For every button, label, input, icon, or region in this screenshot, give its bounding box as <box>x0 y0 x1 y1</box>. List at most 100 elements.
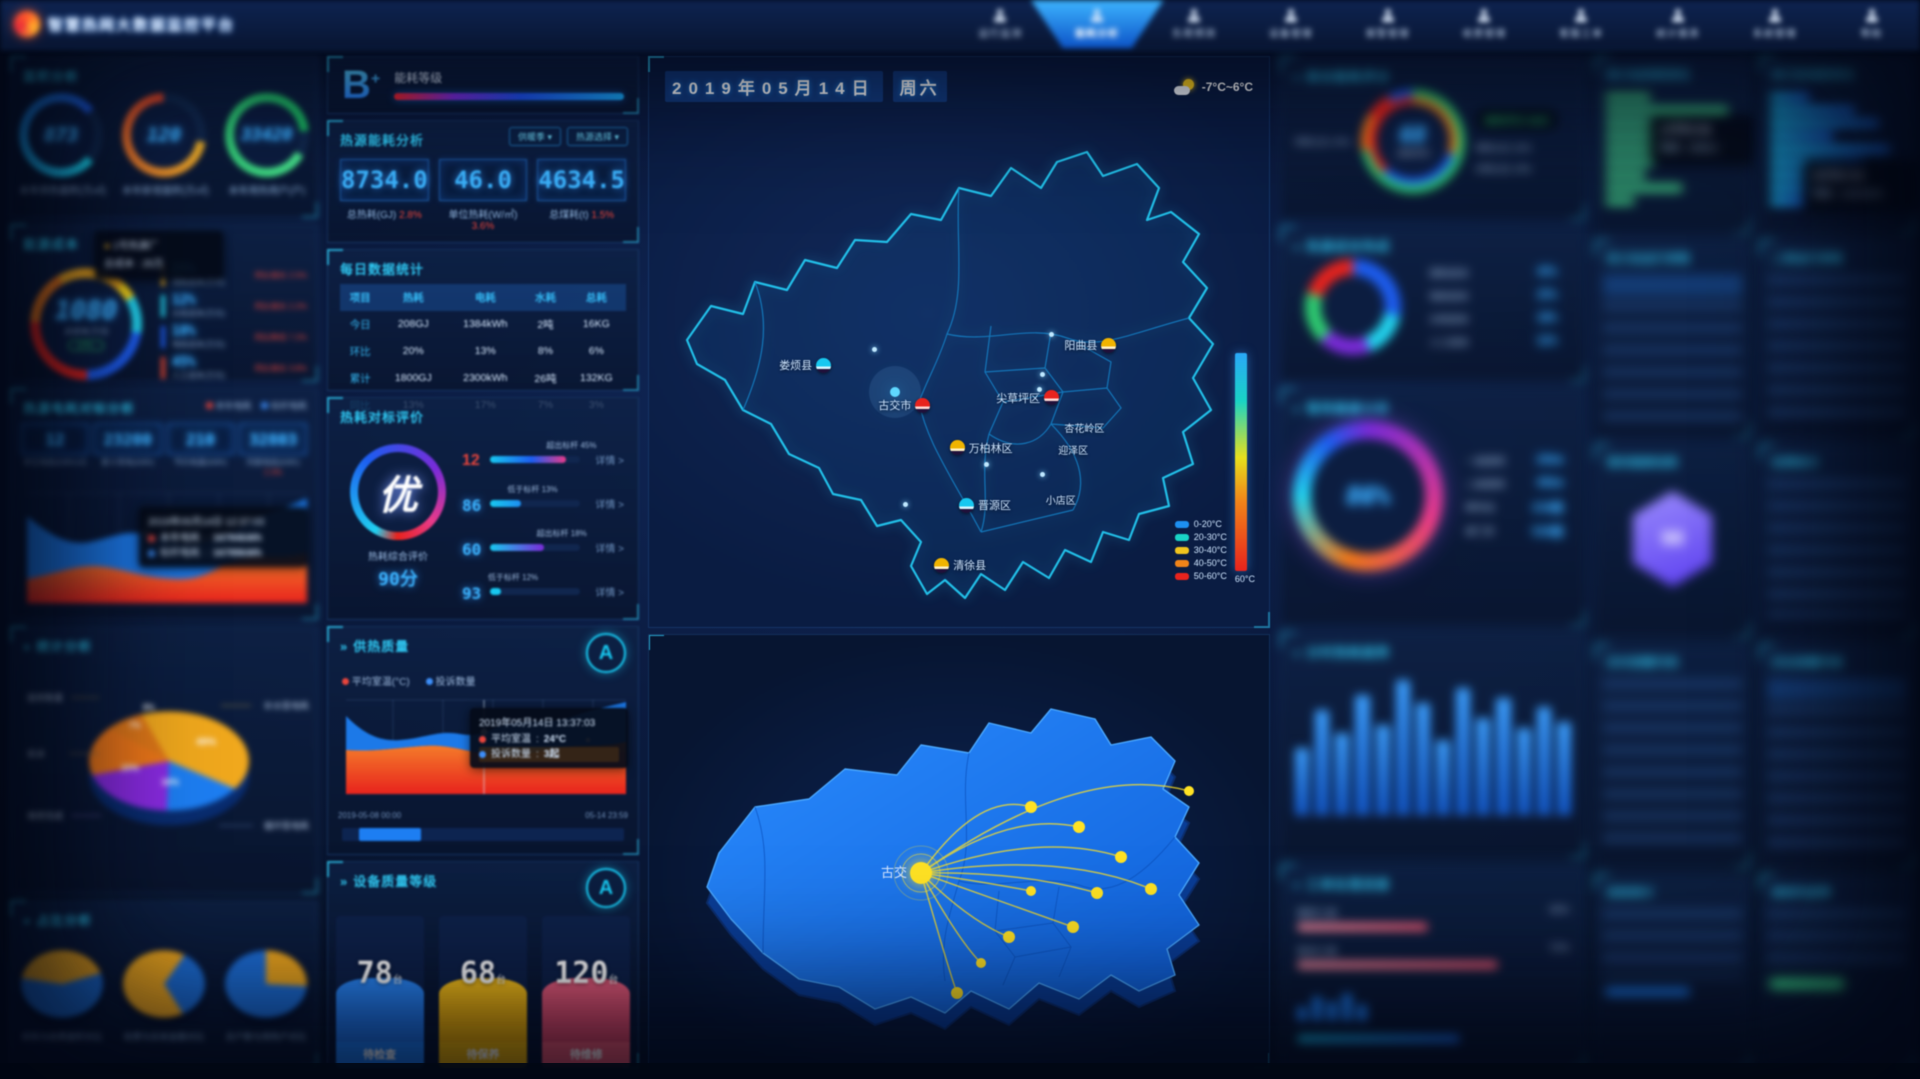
health-ring: 86% <box>1293 421 1443 571</box>
person-icon <box>1865 8 1879 22</box>
top-nav: 智慧热网大数据监控平台 运行监测 能耗分析 负荷预测 设备管理 报警管理 收费管… <box>0 0 1920 49</box>
district-xinghualing[interactable]: 杏花岭区 <box>1064 423 1105 435</box>
legend-item: 30-40°C <box>1174 545 1227 555</box>
cost-item: 18% 电耗成本(万元) 同比降低 7.2% <box>161 324 307 350</box>
ring-gauge-supply-area: 873 <box>19 93 104 177</box>
person-icon <box>1768 8 1782 22</box>
district-jinyuan[interactable]: 晋源区 <box>959 497 1011 513</box>
legend-item: 20-30°C <box>1174 532 1227 542</box>
panel-station-params: 热力站运行参数 <box>1594 240 1751 438</box>
district-qingxu[interactable]: 清徐县 <box>934 557 986 573</box>
stat-unit-heat: 46.0 单位热耗(W/㎡) 3.6% <box>438 158 528 232</box>
weekday-display: 周六 <box>892 71 947 102</box>
panel-energy-cost: 能源成本 ● 1号热源厂 总成本 : 25万 1080 总成本(万元) 12%↓ <box>10 224 318 382</box>
nav-item-energy-active[interactable]: 能耗分析 <box>1049 0 1146 48</box>
panel-daily-stats: 每日数据统计 项目 热耗 电耗 水耗 总耗 今日 208GJ 1384kWh 2吨 16KG… <box>327 248 639 412</box>
district-yangqu[interactable]: 阳曲县 <box>1064 337 1117 353</box>
cost-badge: 12%↓ <box>67 340 104 351</box>
panel-ratio-pies: » 占比分析 供热与收费面积对比 收费与实收金额对比 总户数与用热户对比 <box>10 900 318 1069</box>
nav-item-report[interactable]: 统计报表 <box>1630 0 1727 48</box>
panel-energy-grade: B+ 能耗等级 <box>327 56 639 114</box>
panel-health-index: 管网健康指数 98 <box>1594 444 1751 638</box>
ring-gauge-users: 33420 <box>224 93 309 177</box>
daily-table: 项目 热耗 电耗 水耗 总耗 今日 208GJ 1384kWh 2吨 16KG 环比 20% 1… <box>340 283 626 419</box>
eval-row: 60 超出标杆 18% 详情 > <box>462 528 624 559</box>
score-pill: 能耗评分 68分 <box>1475 107 1559 131</box>
cost-item: 45% 人工成本(万元) 同比增长 3.8% <box>161 355 307 381</box>
gauge-icon-red <box>915 397 931 413</box>
rank-tooltip: 14号热力站 热耗 : 208GJ <box>1651 115 1753 163</box>
left-column: 面积分析 873 本年供热面积(万㎡) 120 本年新增面积(万㎡) 33420… <box>10 56 318 1069</box>
panel-hourly-trend: » 分时热耗趋势 <box>1280 632 1586 858</box>
panel-repair-rate: 维修完成率 <box>1759 874 1915 1069</box>
district-map: 娄烦县 古交市 阳曲县 尖草坪区 万柏林区 杏花岭区 迎泽区 晋源区 小店区 清… <box>649 102 1269 602</box>
source-filter-button[interactable]: 热源选择 ▾ <box>566 127 628 147</box>
elec-tooltip: 2019年05月14日 12:37:03 本年电耗 : 16784kWh 标杆电… <box>139 507 307 567</box>
cost-item: 12% 水耗成本(万元) 同比增长 2.2% <box>161 293 307 319</box>
gauge-icon-red <box>1044 390 1060 405</box>
gauge-icon-yellow <box>949 440 965 455</box>
district-map-svg <box>685 150 1215 600</box>
legend-item: 40-50°C <box>1174 558 1227 568</box>
legend-benchmark: 标杆电耗 <box>261 399 307 412</box>
nav-item-help[interactable]: 帮助 <box>1823 0 1920 48</box>
eval-row: 12 超出标杆 45% 详情 > <box>462 440 624 469</box>
device-grade-badge: A <box>586 868 626 908</box>
right-column-1: » 综合能耗评分 热耗占比 45% 68 综合评分 能耗评分 68分 电耗占比 3… <box>1280 56 1586 1069</box>
panel-title: 面积分析 <box>23 69 80 84</box>
app-logo: 智慧热网大数据监控平台 <box>14 11 434 37</box>
progress-bar-red <box>1297 923 1428 931</box>
district-xiaodian[interactable]: 小店区 <box>1045 496 1076 507</box>
stat-total-coal: 4634.5 总煤耗(t) 1.5% <box>537 158 626 232</box>
green-progress-bar <box>1770 980 1844 988</box>
rank-tooltip: 05号热力站 电耗 : 1620kWh <box>1804 161 1918 209</box>
panel-elec-rank: 热力站电耗排名 05号热力站 电耗 : 1620kWh <box>1759 56 1918 234</box>
grade-label: 能耗等级 <box>394 71 443 86</box>
right-column-2: 热力站热耗排名 14号热力站 热耗 : 208GJ 热力站运行参数 <box>1594 56 1753 1069</box>
legend-item: 0-20°C <box>1174 519 1227 529</box>
eval-row: 93 低于标杆 12% 详情 > <box>462 572 624 603</box>
device-card-repair: 120台 待维修 <box>542 916 631 1068</box>
flow-map-svg: 古交 <box>705 708 1201 1031</box>
district-wanbailin[interactable]: 万柏林区 <box>949 440 1013 456</box>
nav-item-monitor[interactable]: 运行监测 <box>952 0 1049 48</box>
district-gujiao[interactable]: 古交市 <box>878 397 931 413</box>
quality-grade-badge: A <box>586 633 626 674</box>
table-row: 累计 1800GJ 2300kWh 26吨 132KG <box>349 372 613 385</box>
cost-donut: 1080 总成本(万元) 12%↓ <box>30 267 142 380</box>
quality-tooltip: 2019年05月14日 13:37:03 平均室温 : 24°C 投诉数量 : … <box>470 708 628 769</box>
eval-row: 86 低于标杆 13% 详情 > <box>462 484 624 515</box>
nav-item-billing[interactable]: 收费管理 <box>1436 0 1533 48</box>
season-filter-button[interactable]: 供暖季 ▾ <box>508 127 561 147</box>
grade-ring: 优 热耗综合评价 90分 <box>338 438 458 614</box>
weather-display: -7°C~6°C <box>1173 78 1253 95</box>
device-card-maintain: 68台 待保养 <box>438 916 527 1068</box>
device-card-inspect: 78台 待检查 <box>335 916 424 1068</box>
district-yingze[interactable]: 迎泽区 <box>1058 446 1089 457</box>
nav-menu: 运行监测 能耗分析 负荷预测 设备管理 报警管理 收费管理 客服工单 统计报表 … <box>952 0 1920 48</box>
nav-item-system[interactable]: 系统管理 <box>1726 0 1823 48</box>
panel-elec-benchmark: 热源电耗对标分析 本年电耗 标杆电耗 12 单位电耗(kWh/㎡) 23200 累计… <box>10 388 318 620</box>
energy-column: B+ 能耗等级 热源能耗分析 供暖季 ▾ 热源选择 ▾ 8734.0 总热耗(G… <box>327 56 639 1069</box>
hexagon-indicator: 98 <box>1632 491 1713 587</box>
green-bar-chart <box>1595 86 1750 212</box>
right-column-3: 热力站电耗排名 05号热力站 电耗 : 1620kWh 二网运行参数 <box>1759 56 1918 1069</box>
score-donut: 68 综合评分 <box>1361 89 1465 193</box>
district-jiancaoping[interactable]: 尖草坪区 <box>996 390 1060 406</box>
panel-weather-map: 2019年05月14日 周六 -7°C~6°C <box>648 56 1270 628</box>
nav-item-alarm[interactable]: 报警管理 <box>1339 0 1436 48</box>
person-icon <box>1477 8 1491 22</box>
panel-area-analysis: 面积分析 873 本年供热面积(万㎡) 120 本年新增面积(万㎡) 33420… <box>10 56 318 218</box>
gauge-icon-yellow <box>1101 337 1117 353</box>
panel-history-alarms: 历史报警列表 <box>1759 644 1915 868</box>
panel-cost-mix: » 热源成本构成 煤耗成本 45% 电耗成本 25% 水耗成本 18% 人工成本 12% <box>1280 226 1586 382</box>
nav-item-forecast[interactable]: 负荷预测 <box>1146 0 1243 48</box>
district-loufan[interactable]: 娄烦县 <box>779 357 832 373</box>
pie-supply-vs-fee <box>21 950 103 1018</box>
nav-item-device[interactable]: 设备管理 <box>1242 0 1339 48</box>
nav-item-service[interactable]: 客服工单 <box>1533 0 1630 48</box>
chart-scrollbar[interactable] <box>342 828 624 842</box>
person-icon <box>1090 8 1104 22</box>
sun-cloud-icon <box>1173 78 1196 95</box>
